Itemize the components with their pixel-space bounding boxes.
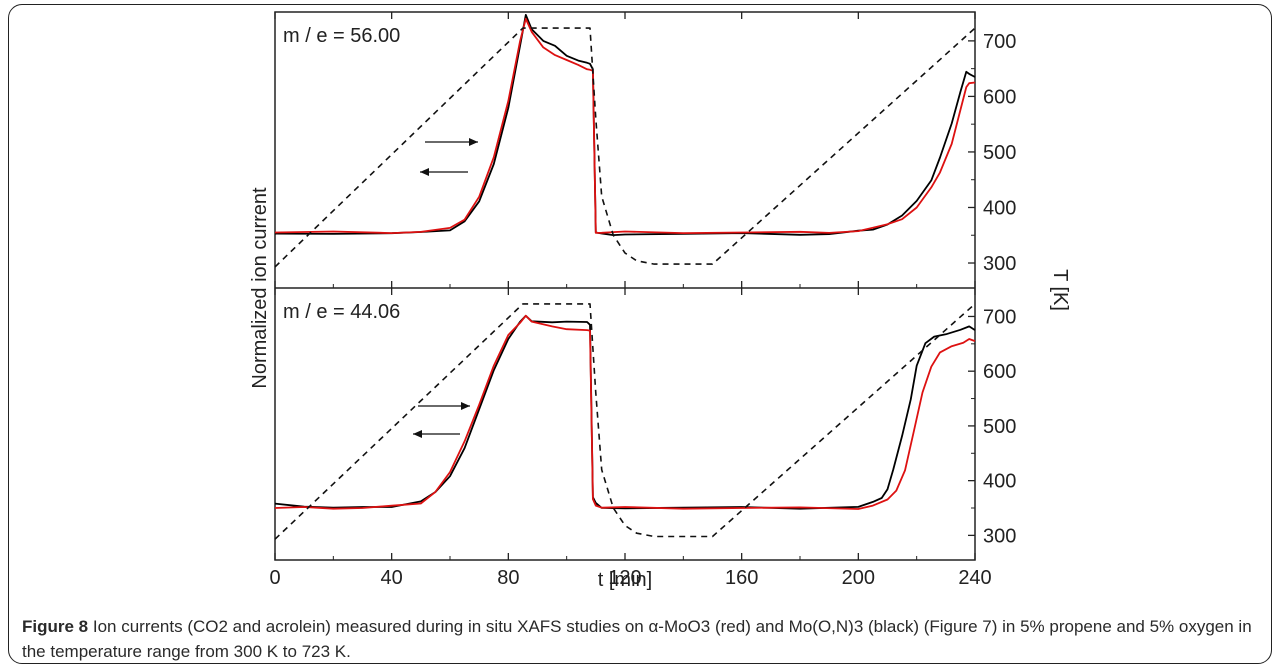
red-ion-current-line [274, 17, 976, 235]
y-tick-label: 700 [983, 31, 1016, 53]
panel-annotation: m / e = 44.06 [283, 301, 400, 323]
black-ion-current-line [274, 13, 976, 237]
caption-label: Figure 8 [22, 617, 89, 636]
x-tick-label: 240 [958, 567, 991, 589]
x-axis-label: t [min] [598, 569, 652, 591]
red-ion-current-line [274, 314, 976, 510]
y-tick-label: 500 [983, 142, 1016, 164]
temperature-line [274, 27, 976, 268]
y-tick-label: 700 [983, 306, 1016, 328]
y-left-axis-label: Normalized ion current [249, 187, 271, 389]
x-tick-label: 0 [269, 567, 280, 589]
x-tick-label: 120 [608, 567, 641, 589]
cooling-arrow [420, 168, 468, 176]
caption-text: Ion currents (CO2 and acrolein) measured… [22, 617, 1252, 661]
y-tick-label: 600 [983, 86, 1016, 108]
x-tick-label: 80 [497, 567, 519, 589]
y-right-axis-label: T [K] [1049, 269, 1071, 311]
heating-arrow [418, 402, 470, 410]
black-ion-current-line [274, 314, 976, 510]
x-tick-label: 160 [725, 567, 758, 589]
y-tick-label: 300 [983, 253, 1016, 275]
y-tick-label: 300 [983, 525, 1016, 547]
y-tick-label: 400 [983, 197, 1016, 219]
figure-frame [8, 4, 1272, 664]
cooling-arrow [413, 430, 460, 438]
x-tick-label: 200 [842, 567, 875, 589]
panel-annotation: m / e = 56.00 [283, 25, 400, 47]
y-tick-label: 400 [983, 471, 1016, 493]
x-tick-label: 40 [381, 567, 403, 589]
temperature-line [274, 303, 976, 540]
heating-arrow [425, 138, 478, 146]
figure-caption: Figure 8 Ion currents (CO2 and acrolein)… [22, 614, 1262, 664]
y-tick-label: 500 [983, 416, 1016, 438]
y-tick-label: 600 [983, 361, 1016, 383]
